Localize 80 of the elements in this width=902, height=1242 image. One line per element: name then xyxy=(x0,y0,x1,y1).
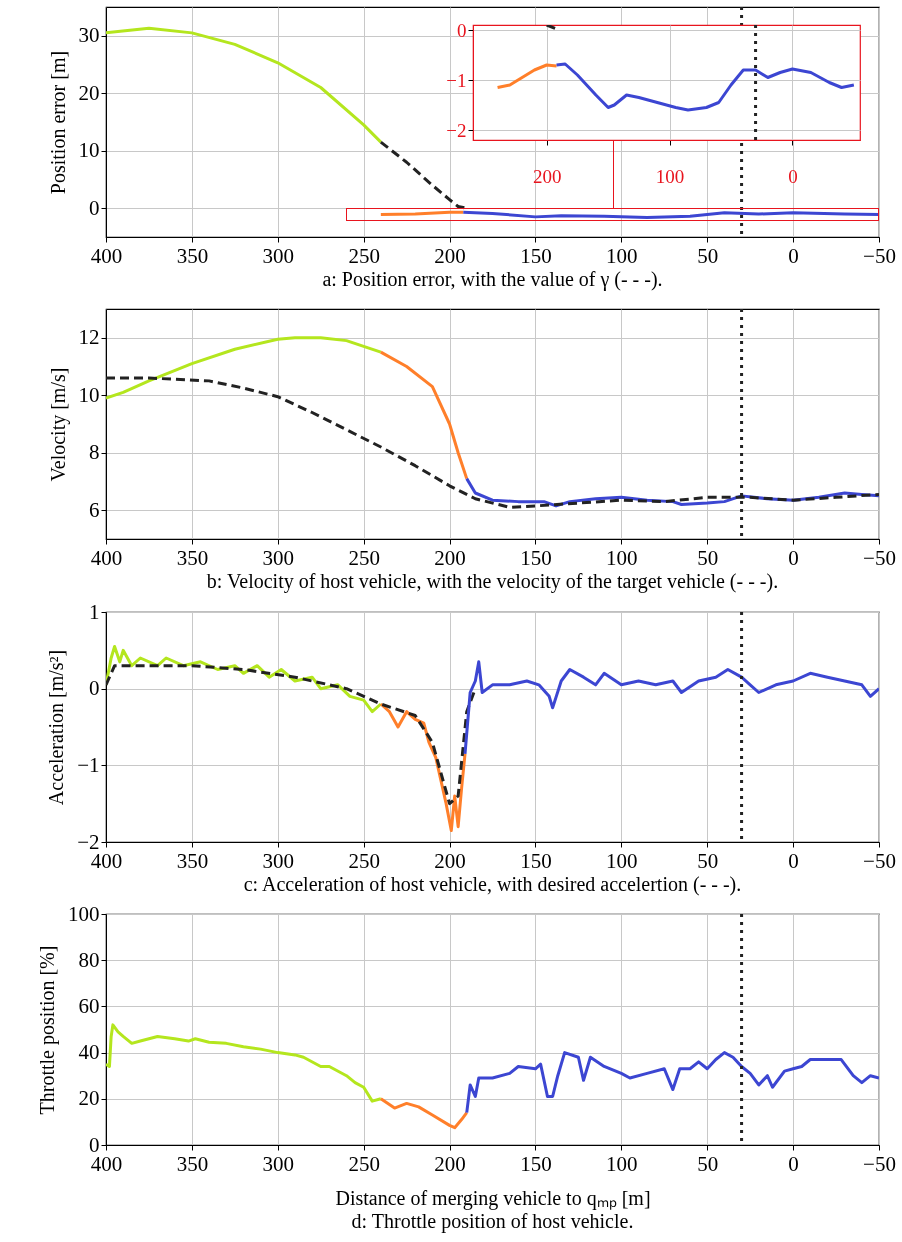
x-tick-label: −50 xyxy=(863,243,896,268)
x-tick-label: 200 xyxy=(434,545,466,570)
y-tick-label: 0 xyxy=(89,195,100,220)
y-tick-label: 40 xyxy=(78,1040,100,1065)
x-tick-label: 300 xyxy=(262,1151,295,1176)
text: d: Throttle position of host vehicle. xyxy=(351,1210,634,1233)
x-tick-label: 100 xyxy=(606,848,638,873)
text: b: Velocity of host vehicle, with the velocity of the target vehicle (- - -). xyxy=(206,570,779,593)
x-tick-label: 200 xyxy=(532,165,562,187)
y-axis-title: Velocity [m/s] xyxy=(46,367,70,482)
line-series xyxy=(106,664,477,806)
x-tick-label: 250 xyxy=(348,243,380,268)
line-series xyxy=(106,1023,383,1103)
y-tick-label: −1 xyxy=(77,752,100,777)
x-tick-label: 250 xyxy=(348,848,380,873)
x-tick-label: 150 xyxy=(520,1151,552,1176)
y-tick-label: 80 xyxy=(78,947,100,972)
line-series xyxy=(463,660,879,756)
line-series xyxy=(555,62,856,112)
line-series xyxy=(379,1097,469,1130)
x-tick-label: 150 xyxy=(520,243,552,268)
y-tick-label: 8 xyxy=(89,440,100,465)
y-tick-label: 0 xyxy=(89,676,100,701)
y-axis-title: Acceleration [m/s²] xyxy=(45,649,68,806)
x-tick-label: 100 xyxy=(655,165,685,187)
x-tick-label: 200 xyxy=(434,243,466,268)
x-tick-label: 200 xyxy=(434,1151,466,1176)
line-series xyxy=(106,26,383,144)
y-tick-label: 6 xyxy=(89,497,100,522)
line-series xyxy=(465,1051,879,1115)
x-tick-label: 200 xyxy=(434,848,466,873)
y-tick-label: −2 xyxy=(446,119,467,141)
x-tick-label: 100 xyxy=(606,1151,638,1176)
x-tick-label: 0 xyxy=(788,848,799,873)
x-tick-label: 350 xyxy=(176,243,209,268)
x-tick-label: 250 xyxy=(348,1151,380,1176)
x-tick-label: 150 xyxy=(520,848,552,873)
x-tick-label: 300 xyxy=(262,848,295,873)
y-tick-label: −1 xyxy=(446,69,467,91)
y-tick-label: 10 xyxy=(78,382,100,407)
x-tick-label: 300 xyxy=(262,243,295,268)
x-tick-label: 150 xyxy=(520,545,552,570)
x-tick-label: 50 xyxy=(697,243,719,268)
x-tick-label: 300 xyxy=(262,545,295,570)
y-tick-label: 30 xyxy=(78,23,100,48)
y-axis-title: Position error [m] xyxy=(46,50,69,195)
x-tick-label: 400 xyxy=(90,243,123,268)
x-axis-title: Distance of merging vehicle to qₘₚ [m] xyxy=(335,1186,651,1210)
line-series xyxy=(106,336,383,400)
x-tick-label: 0 xyxy=(788,1151,799,1176)
x-tick-label: 0 xyxy=(788,165,798,187)
y-tick-label: 60 xyxy=(78,993,100,1018)
x-tick-label: 350 xyxy=(176,1151,209,1176)
x-tick-label: 250 xyxy=(348,545,380,570)
x-tick-label: 0 xyxy=(788,545,799,570)
line-series xyxy=(379,350,469,481)
x-tick-label: 50 xyxy=(697,545,719,570)
y-tick-label: 20 xyxy=(78,1086,100,1111)
y-tick-label: 10 xyxy=(78,138,100,163)
x-tick-label: 50 xyxy=(697,848,719,873)
text: c: Acceleration of host vehicle, with desired accelertion (- - -). xyxy=(243,873,742,896)
line-series xyxy=(496,63,559,89)
x-tick-label: −50 xyxy=(863,1151,896,1176)
x-tick-label: 350 xyxy=(176,848,209,873)
x-tick-label: 350 xyxy=(176,545,209,570)
y-tick-label: 100 xyxy=(68,901,100,926)
x-tick-label: 100 xyxy=(606,545,638,570)
y-tick-label: 1 xyxy=(89,599,100,624)
y-tick-label: 0 xyxy=(457,19,467,41)
x-tick-label: −50 xyxy=(863,848,896,873)
y-axis-title: Throttle position [%] xyxy=(36,945,59,1115)
y-tick-label: 12 xyxy=(78,325,100,350)
x-tick-label: 50 xyxy=(697,1151,719,1176)
text: a: Position error, with the value of γ (- - -). xyxy=(322,268,663,291)
x-tick-label: 0 xyxy=(788,243,799,268)
y-tick-label: 20 xyxy=(78,80,100,105)
x-tick-label: 100 xyxy=(606,243,638,268)
line-series xyxy=(379,702,467,832)
x-tick-label: 400 xyxy=(90,545,123,570)
x-tick-label: −50 xyxy=(863,545,896,570)
